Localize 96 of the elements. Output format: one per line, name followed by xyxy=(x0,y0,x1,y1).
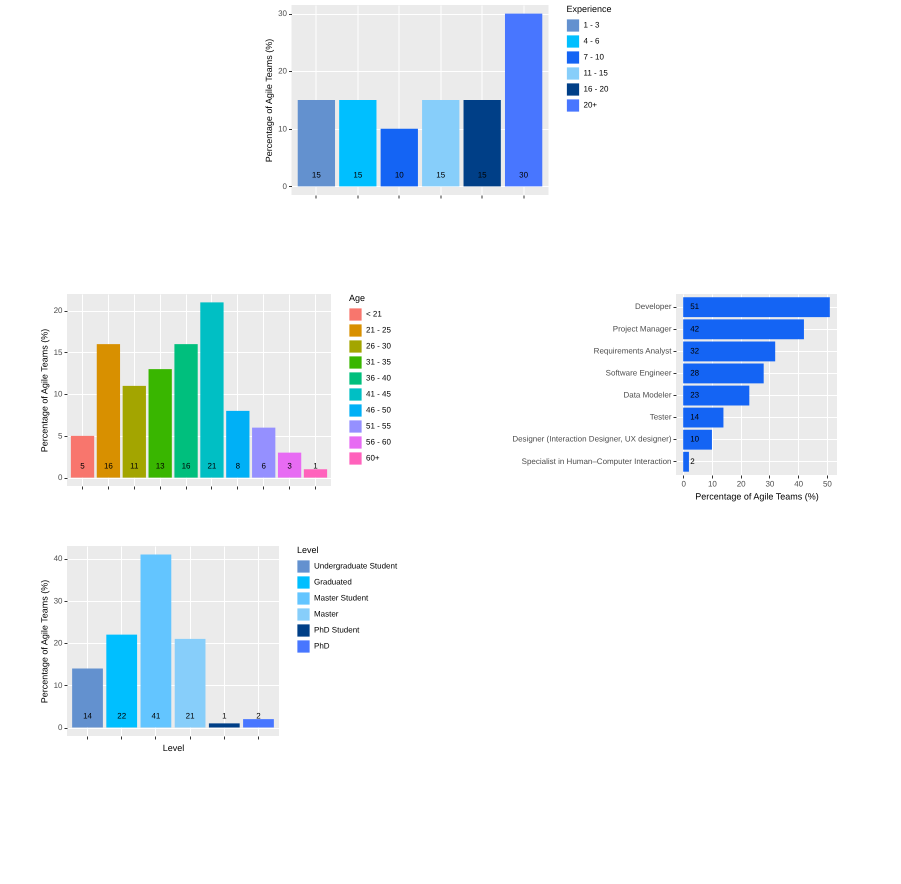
x-tick-label: 50 xyxy=(822,480,832,488)
y-tick-label: 30 xyxy=(278,9,288,18)
y-axis-title: Percentage of Agile Teams (%) xyxy=(40,328,50,452)
legend-label: 56 - 60 xyxy=(366,438,392,446)
legend-title: Level xyxy=(297,545,319,555)
x-axis-title: Percentage of Agile Teams (%) xyxy=(695,492,819,502)
data-label: 16 xyxy=(104,462,114,471)
data-label: 15 xyxy=(353,170,363,180)
bar xyxy=(683,452,689,472)
y-tick-label: 0 xyxy=(282,182,288,191)
y-tick-label: 40 xyxy=(54,554,64,564)
bar xyxy=(683,341,776,362)
y-tick-label: Software Engineer xyxy=(606,368,672,378)
data-label: 14 xyxy=(690,412,700,422)
y-tick-label: Specialist in Human–Computer Interaction xyxy=(522,456,672,466)
y-axis-title: Percentage of Agile Teams (%) xyxy=(264,38,274,162)
y-tick-label: Requirements Analyst xyxy=(594,346,672,356)
y-tick-label: 10 xyxy=(54,680,64,690)
legend-title: Experience xyxy=(566,4,612,14)
legend-label: PhD xyxy=(314,642,330,650)
data-label: 15 xyxy=(436,170,446,180)
legend-label: 51 - 55 xyxy=(366,422,392,430)
y-tick-label: 10 xyxy=(54,390,64,399)
legend-label: 36 - 40 xyxy=(366,374,392,382)
legend-label: 26 - 30 xyxy=(366,342,392,350)
data-label: 2 xyxy=(256,712,262,721)
y-tick-label: 20 xyxy=(54,638,64,648)
data-label: 1 xyxy=(222,712,228,721)
data-label: 3 xyxy=(287,462,292,471)
legend-label: 7 - 10 xyxy=(584,52,605,62)
data-label: 5 xyxy=(80,462,86,471)
y-tick-label: 20 xyxy=(54,306,64,316)
x-tick-label: 10 xyxy=(708,480,718,488)
legend-label: Master xyxy=(314,610,339,618)
legend-label: Graduated xyxy=(314,578,352,586)
data-label: 21 xyxy=(207,462,217,471)
y-tick-label: 10 xyxy=(278,124,288,134)
y-axis-title: Percentage of Agile Teams (%) xyxy=(40,580,50,704)
data-label: 10 xyxy=(394,170,404,180)
data-label: 22 xyxy=(117,712,127,721)
data-label: 2 xyxy=(690,456,696,466)
legend-label: 46 - 50 xyxy=(366,406,392,414)
legend-label: < 21 xyxy=(366,310,382,318)
legend-label: Master Student xyxy=(314,594,370,602)
legend-label: 16 - 20 xyxy=(584,84,609,94)
data-label: 30 xyxy=(519,170,529,180)
data-label: 41 xyxy=(151,712,161,721)
data-label: 8 xyxy=(236,462,241,471)
data-label: 6 xyxy=(261,462,266,471)
data-label: 23 xyxy=(690,390,700,400)
data-label: 15 xyxy=(312,170,322,180)
legend-label: 11 - 15 xyxy=(584,68,608,78)
x-tick-label: 0 xyxy=(681,480,686,488)
data-label: 21 xyxy=(186,712,196,721)
y-tick-label: 0 xyxy=(58,473,64,482)
legend-label: 41 - 45 xyxy=(366,390,392,398)
data-label: 10 xyxy=(690,434,700,444)
data-label: 16 xyxy=(182,462,192,471)
legend-label: 31 - 35 xyxy=(366,358,392,366)
legend-label: 1 - 3 xyxy=(584,20,600,30)
y-tick-label: 0 xyxy=(58,723,64,732)
x-tick-label: 30 xyxy=(765,480,775,488)
x-axis-title: Level xyxy=(162,743,184,753)
data-label: 28 xyxy=(690,368,700,378)
data-label: 51 xyxy=(690,302,700,312)
data-label: 13 xyxy=(156,462,166,471)
data-label: 15 xyxy=(478,170,488,180)
legend-label: Undergraduate Student xyxy=(314,562,398,570)
y-tick-label: Designer (Interaction Designer, UX designer) xyxy=(512,434,672,444)
y-tick-label: 5 xyxy=(58,431,64,440)
x-tick-label: 20 xyxy=(736,480,746,488)
legend-label: 60+ xyxy=(366,454,380,462)
y-tick-label: Data Modeler xyxy=(623,390,672,400)
y-tick-label: 15 xyxy=(54,348,64,357)
bar xyxy=(683,408,724,428)
x-tick-label: 40 xyxy=(794,480,804,488)
bar xyxy=(683,430,712,450)
y-tick-label: Tester xyxy=(650,412,672,422)
data-label: 14 xyxy=(83,712,93,721)
bar xyxy=(683,319,804,340)
data-label: 1 xyxy=(313,462,318,471)
data-label: 11 xyxy=(130,462,139,471)
bar xyxy=(683,297,830,318)
y-tick-label: 30 xyxy=(54,596,64,606)
y-tick-label: 20 xyxy=(278,66,288,76)
bar xyxy=(683,386,750,406)
legend-label: 20+ xyxy=(584,100,598,110)
bar xyxy=(683,364,764,384)
data-label: 42 xyxy=(690,324,700,334)
legend-label: 21 - 25 xyxy=(366,326,392,334)
legend-label: 4 - 6 xyxy=(584,36,600,46)
legend-label: PhD Student xyxy=(314,626,360,634)
y-tick-label: Project Manager xyxy=(612,324,672,334)
data-label: 32 xyxy=(690,346,700,356)
legend-title: Age xyxy=(349,293,366,303)
y-tick-label: Developer xyxy=(635,302,672,312)
